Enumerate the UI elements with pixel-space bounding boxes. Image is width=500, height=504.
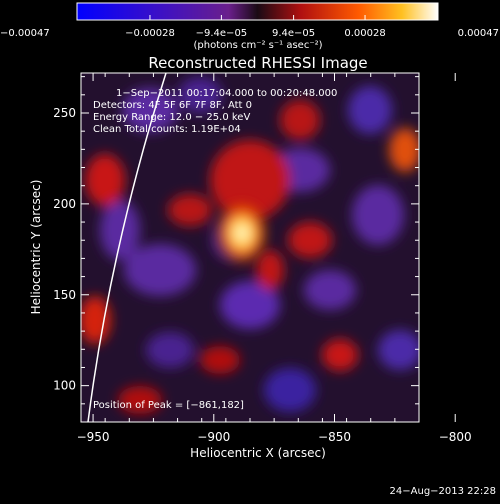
colorbar-unit-label: (photons cm⁻² s⁻¹ asec⁻²)	[193, 40, 322, 51]
annotation-counts: Clean Total counts: 1.19E+04	[93, 124, 241, 135]
peak-position-label: Position of Peak = [−861,182]	[93, 400, 244, 411]
colorbar-tick-label: 9.4e−05	[272, 28, 315, 39]
colorbar-ticks: −0.00047 −0.00028 −9.4e−05 9.4e−05 0.00028 0.…	[0, 15, 499, 39]
heatmap-image	[81, 73, 419, 422]
colorbar	[76, 2, 439, 21]
x-tick-label: −900	[197, 430, 230, 444]
info-block: 1−Sep−2011 00:17:04.000 to 00:20:48.000 …	[93, 88, 337, 135]
x-axis-ticks: −950 −900 −850 −800	[77, 73, 472, 444]
colorbar-tick-label: −0.00047	[0, 28, 50, 39]
annotation-time: 1−Sep−2011 00:17:04.000 to 00:20:48.000	[116, 88, 337, 99]
x-axis-label: Heliocentric X (arcsec)	[190, 446, 326, 460]
y-tick-label: 100	[53, 379, 76, 393]
colorbar-tick-label: 0.00028	[344, 28, 385, 39]
annotation-energy: Energy Range: 12.0 − 25.0 keV	[93, 112, 250, 123]
y-tick-label: 150	[53, 288, 76, 302]
solar-limb	[87, 73, 167, 422]
x-tick-label: −850	[318, 430, 351, 444]
y-axis-label: Heliocentric Y (arcsec)	[29, 180, 43, 315]
colorbar-tick-label: −0.00028	[125, 28, 175, 39]
colorbar-tick-label: −9.4e−05	[196, 28, 248, 39]
x-tick-label: −950	[77, 430, 110, 444]
peak-source	[214, 199, 270, 267]
y-tick-label: 200	[53, 197, 76, 211]
y-tick-label: 250	[53, 106, 76, 120]
y-axis-ticks: 100 150 200 250	[53, 76, 419, 405]
footer-date: 24−Aug−2013 22:28	[390, 486, 496, 497]
chart-title: Reconstructed RHESSI Image	[148, 54, 367, 72]
annotation-detectors: Detectors: 4F 5F 6F 7F 8F, Att 0	[93, 100, 252, 111]
x-tick-label: −800	[439, 430, 472, 444]
colorbar-tick-label: 0.00047	[458, 28, 499, 39]
